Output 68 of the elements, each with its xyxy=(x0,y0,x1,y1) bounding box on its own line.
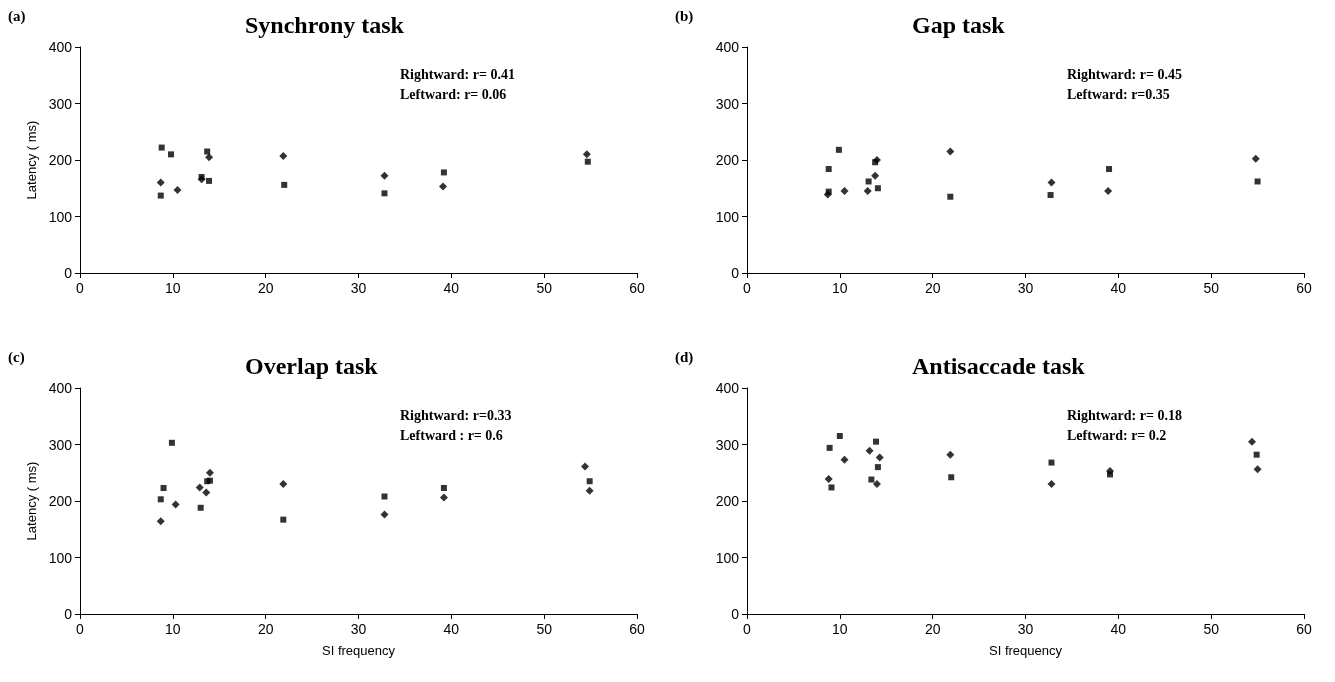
x-tick-label: 40 xyxy=(443,280,460,296)
annotation: Rightward: r= 0.41 xyxy=(400,66,515,82)
annotation: Leftward : r= 0.6 xyxy=(400,427,503,443)
x-tick-label: 0 xyxy=(76,621,85,637)
x-tick-label: 30 xyxy=(1017,280,1034,296)
x-tick-label: 40 xyxy=(443,621,460,637)
annotation: Leftward: r= 0.06 xyxy=(400,86,507,102)
y-tick-label: 200 xyxy=(48,152,73,168)
text: (a) xyxy=(8,7,26,25)
x-tick-label: 60 xyxy=(629,280,645,296)
y-tick-label: 0 xyxy=(64,265,73,281)
y-tick-label: 0 xyxy=(731,606,740,622)
x-axis-title: SI frequency xyxy=(322,643,396,658)
x-tick-label: 50 xyxy=(1203,621,1220,637)
chart-title: Gap task xyxy=(912,12,1006,38)
x-tick-label: 50 xyxy=(536,621,553,637)
y-tick-label: 400 xyxy=(715,380,740,396)
y-tick-label: 300 xyxy=(48,95,73,112)
x-tick-label: 20 xyxy=(924,621,941,637)
x-tick-label: 20 xyxy=(257,280,274,296)
y-tick-label: 0 xyxy=(731,265,740,281)
x-tick-label: 40 xyxy=(1110,621,1127,637)
y-tick-label: 100 xyxy=(48,549,73,566)
annotation: Leftward: r=0.35 xyxy=(1067,86,1170,102)
x-tick-label: 60 xyxy=(1296,280,1312,296)
x-tick-label: 30 xyxy=(1017,621,1034,637)
y-tick-label: 100 xyxy=(48,208,73,225)
y-tick-label: 300 xyxy=(715,436,740,453)
y-tick-label: 0 xyxy=(64,606,73,622)
x-tick-label: 50 xyxy=(536,280,553,296)
y-tick-label: 300 xyxy=(48,436,73,453)
x-tick-label: 60 xyxy=(1296,621,1312,637)
x-tick-label: 10 xyxy=(832,280,848,296)
text: (c) xyxy=(8,348,25,366)
chart-title: Antisaccade task xyxy=(912,353,1086,379)
x-tick-label: 20 xyxy=(924,280,941,296)
annotation: Leftward: r= 0.2 xyxy=(1067,427,1167,443)
text: (d) xyxy=(675,348,694,366)
y-tick-label: 200 xyxy=(715,493,740,509)
x-tick-label: 30 xyxy=(350,280,367,296)
y-axis-title: Latency ( ms) xyxy=(23,120,39,200)
x-tick-label: 20 xyxy=(257,621,274,637)
chart-title: Synchrony task xyxy=(245,12,405,38)
chart-title: Overlap task xyxy=(245,353,379,379)
x-tick-label: 0 xyxy=(743,280,752,296)
y-tick-label: 400 xyxy=(715,39,740,55)
annotation: Rightward: r= 0.45 xyxy=(1067,66,1182,82)
y-tick-label: 100 xyxy=(715,549,740,566)
y-axis-title: Latency ( ms) xyxy=(23,461,39,541)
x-tick-label: 10 xyxy=(165,621,181,637)
y-tick-label: 200 xyxy=(48,493,73,509)
x-tick-label: 30 xyxy=(350,621,367,637)
annotation: Rightward: r= 0.18 xyxy=(1067,407,1182,423)
x-tick-label: 10 xyxy=(832,621,848,637)
x-axis-title: SI frequency xyxy=(989,643,1063,658)
y-tick-label: 400 xyxy=(48,39,73,55)
x-tick-label: 10 xyxy=(165,280,181,296)
y-tick-label: 200 xyxy=(715,152,740,168)
y-tick-label: 400 xyxy=(48,380,73,396)
y-tick-label: 300 xyxy=(715,95,740,112)
annotation: Rightward: r=0.33 xyxy=(400,407,512,423)
x-tick-label: 0 xyxy=(76,280,85,296)
y-tick-label: 100 xyxy=(715,208,740,225)
x-tick-label: 60 xyxy=(629,621,645,637)
x-tick-label: 50 xyxy=(1203,280,1220,296)
x-tick-label: 40 xyxy=(1110,280,1127,296)
x-tick-label: 0 xyxy=(743,621,752,637)
text: (b) xyxy=(675,7,694,25)
